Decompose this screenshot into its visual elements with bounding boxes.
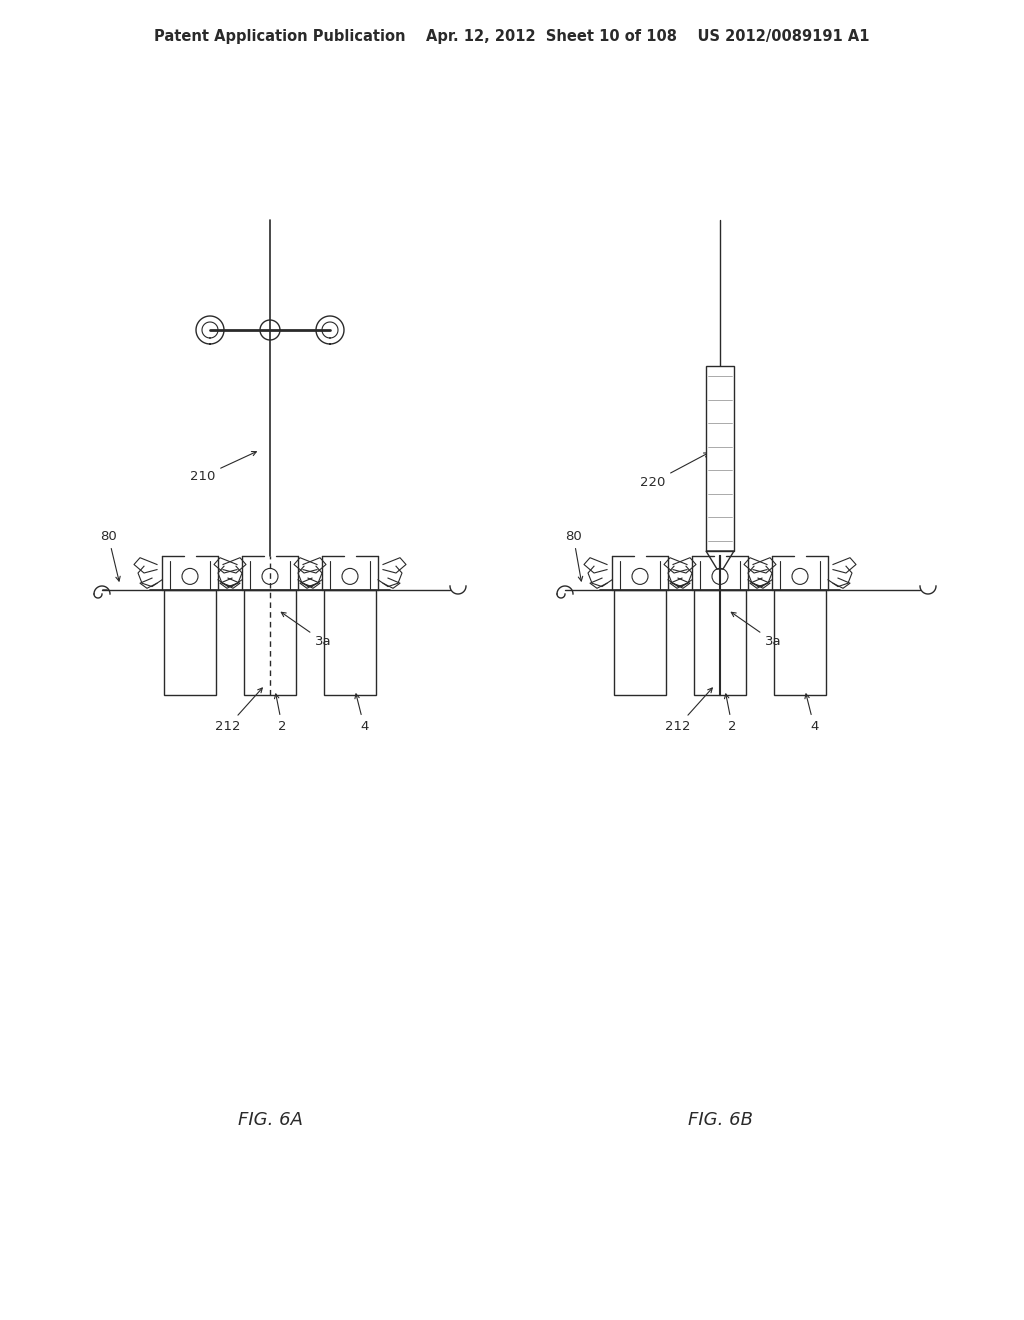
- Text: 212: 212: [665, 688, 713, 733]
- Text: 80: 80: [100, 531, 120, 581]
- Text: 212: 212: [215, 688, 262, 733]
- Bar: [324, 590, 376, 696]
- Text: 3a: 3a: [731, 612, 781, 648]
- Text: FIG. 6A: FIG. 6A: [238, 1111, 302, 1129]
- Bar: [706, 366, 734, 550]
- Text: 2: 2: [724, 694, 736, 733]
- Text: 210: 210: [190, 451, 256, 483]
- Text: 2: 2: [274, 694, 287, 733]
- Text: 80: 80: [565, 531, 583, 581]
- Text: 4: 4: [805, 694, 818, 733]
- Text: Patent Application Publication    Apr. 12, 2012  Sheet 10 of 108    US 2012/0089: Patent Application Publication Apr. 12, …: [155, 29, 869, 45]
- Bar: [614, 590, 666, 696]
- Text: 3a: 3a: [282, 612, 332, 648]
- Text: 4: 4: [355, 694, 369, 733]
- Bar: [694, 590, 746, 696]
- Bar: [164, 590, 216, 696]
- Bar: [244, 590, 296, 696]
- Bar: [774, 590, 826, 696]
- Text: 220: 220: [640, 453, 709, 488]
- Text: FIG. 6B: FIG. 6B: [687, 1111, 753, 1129]
